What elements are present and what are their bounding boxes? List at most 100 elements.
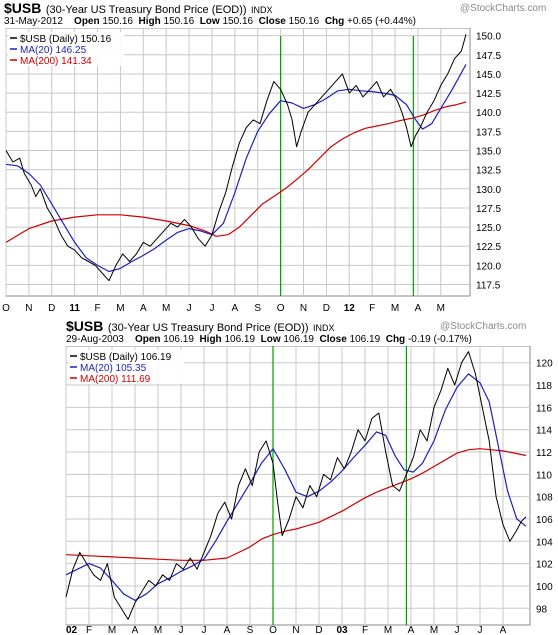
- x-tick-label: F: [369, 303, 375, 314]
- ma200-line: [5, 101, 467, 243]
- price-line: [5, 34, 467, 282]
- chart-1-title: (30-Year US Treasury Bond Price (EOD)): [45, 4, 247, 16]
- legend-background: [68, 350, 184, 384]
- chart-2-chg-label: Chg: [385, 334, 406, 345]
- y-tick-label: 108: [536, 493, 553, 504]
- chart-1-high: 150.16: [163, 16, 195, 27]
- x-tick-label: M: [384, 625, 392, 635]
- chart-2-exchange: INDX: [312, 323, 335, 333]
- ma200-line: [65, 448, 527, 561]
- x-tick-label: M: [116, 303, 124, 314]
- x-tick-label: S: [247, 625, 254, 635]
- legend-entry: MA(20) 146.25: [20, 45, 87, 56]
- ma20-line: [65, 373, 527, 601]
- chart-1-low: 150.16: [222, 16, 254, 27]
- y-tick-label: 102: [536, 560, 553, 571]
- x-tick-label: F: [362, 625, 368, 635]
- y-tick-label: 140.0: [476, 108, 501, 119]
- x-tick-label: A: [408, 625, 415, 635]
- legend-entry: MA(20) 105.35: [80, 363, 147, 374]
- legend-entry: $USB (Daily) 150.16: [20, 34, 112, 45]
- chart-2-chg: -0.19 (-0.17%): [407, 334, 472, 345]
- y-tick-label: 106: [536, 515, 553, 526]
- x-tick-label: A: [224, 625, 231, 635]
- y-tick-label: 100: [536, 582, 553, 593]
- x-tick-label: O: [269, 625, 277, 635]
- x-tick-label: J: [187, 303, 192, 314]
- x-tick-label: O: [277, 303, 285, 314]
- plot-frame: [65, 346, 531, 626]
- y-tick-label: 142.5: [476, 89, 501, 100]
- chart-1-low-label: Low: [199, 16, 220, 27]
- legend-entry: MA(200) 111.69: [80, 374, 151, 385]
- chart-2-date: 29-Aug-2003: [66, 334, 124, 345]
- x-tick-label: A: [132, 625, 139, 635]
- chart-1-high-label: High: [138, 16, 161, 27]
- y-tick-label: 110: [536, 470, 552, 481]
- y-tick-label: 135.0: [476, 147, 501, 158]
- x-tick-label: O: [2, 303, 10, 314]
- x-tick-label: M: [437, 303, 445, 314]
- chart-1-exchange: INDX: [250, 5, 273, 15]
- y-tick-label: 112: [536, 448, 552, 459]
- x-tick-label: A: [500, 625, 507, 635]
- x-tick-label: D: [323, 303, 330, 314]
- chart-2-open-label: Open: [134, 334, 161, 345]
- y-tick-label: 125.0: [476, 223, 501, 234]
- chart-1-open-label: Open: [74, 16, 100, 27]
- x-tick-label: J: [202, 625, 207, 635]
- x-tick-label: 02: [66, 625, 78, 635]
- chart-1-symbol: $USB: [4, 0, 42, 16]
- chart-1-close: 150.16: [288, 16, 320, 27]
- y-tick-label: 147.5: [476, 51, 501, 62]
- y-tick-label: 137.5: [476, 127, 501, 138]
- x-tick-label: A: [140, 303, 147, 314]
- y-tick-label: 116: [536, 403, 552, 414]
- chart-2-quote-line: 29-Aug-2003 Open 106.19 High 106.19 Low …: [66, 334, 472, 345]
- y-tick-label: 98: [536, 604, 548, 615]
- x-tick-label: M: [430, 625, 438, 635]
- chart-1-plot: 117.5 120.0 122.5 125.0 127.5 130.0 132.5 135.0…: [2, 28, 501, 314]
- chart-1-chg-label: Chg: [324, 16, 345, 27]
- chart-2-high-label: High: [199, 334, 222, 345]
- x-tick-label: J: [455, 625, 460, 635]
- y-tick-label: 120.0: [476, 261, 501, 272]
- y-tick-label: 114: [536, 426, 552, 437]
- y-tick-label: 145.0: [476, 70, 501, 81]
- ma20-line: [5, 64, 467, 273]
- x-tick-label: 12: [344, 303, 356, 314]
- x-tick-label: N: [300, 303, 307, 314]
- y-tick-label: 122.5: [476, 242, 501, 253]
- x-tick-label: D: [315, 625, 322, 635]
- chart-2-title: (30-Year US Treasury Bond Price (EOD)): [107, 322, 309, 334]
- x-tick-label: D: [48, 303, 55, 314]
- y-tick-label: 132.5: [476, 166, 501, 177]
- x-tick-label: N: [292, 625, 299, 635]
- x-tick-label: N: [25, 303, 32, 314]
- chart-2-close: 106.19: [349, 334, 381, 345]
- legend-entry: MA(200) 141.34: [20, 56, 92, 67]
- y-tick-label: 104: [536, 537, 553, 548]
- price-line: [65, 351, 527, 620]
- chart-1: $USB (30-Year US Treasury Bond Price (EO…: [2, 0, 546, 314]
- y-tick-label: 120: [536, 359, 553, 370]
- x-tick-label: 11: [69, 303, 80, 314]
- chart-1-quote-line: 31-May-2012 Open 150.16 High 150.16 Low …: [4, 16, 416, 27]
- chart-2-low: 106.19: [283, 334, 314, 345]
- x-tick-label: 03: [336, 625, 348, 635]
- y-tick-label: 127.5: [476, 204, 501, 215]
- chart-1-chg: +0.65 (+0.44%): [347, 16, 416, 27]
- y-tick-label: 117.5: [476, 281, 501, 292]
- chart-1-date: 31-May-2012: [4, 16, 63, 27]
- chart-2-open: 106.19: [163, 334, 194, 345]
- y-tick-label: 118: [536, 381, 552, 392]
- x-tick-label: F: [86, 625, 92, 635]
- chart-2: $USB (30-Year US Treasury Bond Price (EO…: [0, 318, 558, 635]
- legend-background: [8, 32, 124, 66]
- x-tick-label: J: [209, 303, 214, 314]
- chart-2-watermark: @StockCharts.com: [440, 321, 527, 332]
- x-tick-label: M: [154, 625, 162, 635]
- chart-1-open: 150.16: [102, 16, 133, 27]
